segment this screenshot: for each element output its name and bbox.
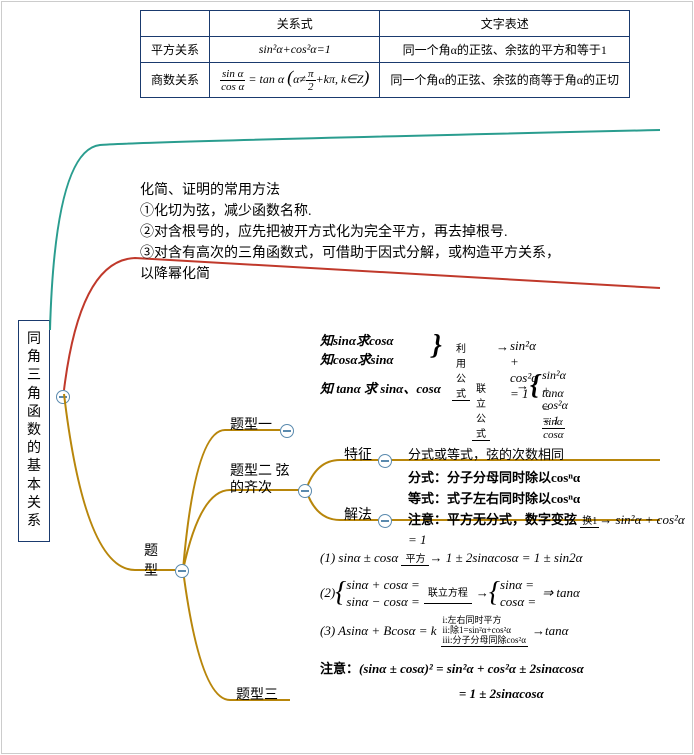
feature-content: 分式或等式，弦的次数相同 [408, 444, 564, 463]
tixing-label: 题型 [144, 540, 164, 580]
methods-text: 化简、证明的常用方法 ①化切为弦，减少函数名称. ②对含根号的，应先把被开方式化… [140, 180, 660, 285]
collapse-icon[interactable] [378, 454, 392, 468]
collapse-icon[interactable] [280, 424, 294, 438]
method-label: 解法 [344, 504, 372, 524]
type1-content: 知sinα求cosα} 知cosα求sinα 利用公式 → sin²α + co… [320, 330, 394, 368]
type1-label: 题型一 [230, 414, 272, 434]
feature-label: 特征 [344, 444, 372, 464]
collapse-icon[interactable] [175, 564, 189, 578]
collapse-icon[interactable] [378, 514, 392, 528]
type3-label: 题型三 [236, 684, 278, 704]
type2-label: 题型二 弦的齐次 [230, 464, 300, 498]
collapse-icon[interactable] [298, 484, 312, 498]
type1-tan: 知 tanα 求 sinα、cosα 联立公式 → { sin²α + cos²… [320, 378, 441, 397]
method-content: 分式：分子分母同时除以cosⁿα 等式：式子左右同时除以cosⁿα 注意：平方无… [408, 468, 694, 551]
type3-content: (1) sinα ± cosα 平方→ 1 ± 2sinαcosα = 1 ± … [320, 546, 584, 707]
